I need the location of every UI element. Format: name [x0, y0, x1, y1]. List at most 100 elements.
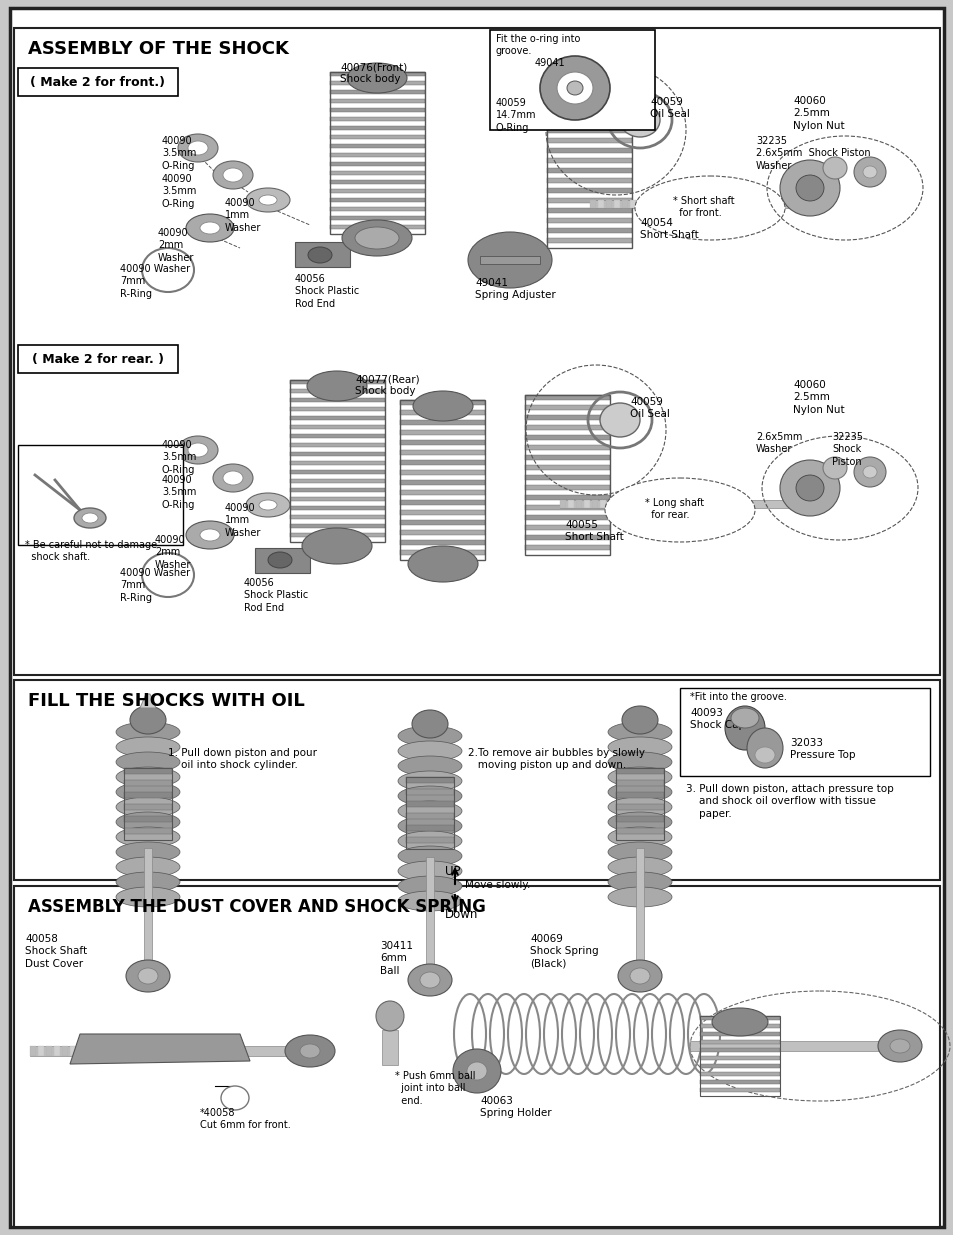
- Polygon shape: [70, 1034, 250, 1065]
- Text: 40063
Spring Holder: 40063 Spring Holder: [479, 1095, 551, 1119]
- Bar: [294, 242, 350, 267]
- Ellipse shape: [397, 726, 461, 746]
- Bar: [30, 1046, 319, 1056]
- Text: 40054
Short Shaft: 40054 Short Shaft: [639, 219, 698, 241]
- Bar: [399, 490, 484, 495]
- Bar: [616, 827, 663, 834]
- Bar: [38, 1046, 44, 1056]
- Text: 32033
Pressure Top: 32033 Pressure Top: [789, 739, 855, 761]
- Text: 40060
2.5mm
Nylon Nut: 40060 2.5mm Nylon Nut: [792, 96, 843, 131]
- Ellipse shape: [397, 816, 461, 836]
- Bar: [290, 389, 385, 393]
- Text: 40056
Shock Plastic
Rod End: 40056 Shock Plastic Rod End: [244, 578, 308, 613]
- Ellipse shape: [397, 831, 461, 851]
- Ellipse shape: [566, 82, 582, 95]
- Bar: [399, 430, 484, 435]
- Bar: [124, 781, 172, 785]
- Text: 40059
Oil Seal: 40059 Oil Seal: [649, 98, 689, 120]
- Bar: [399, 410, 484, 415]
- Bar: [399, 400, 484, 559]
- Bar: [700, 1032, 780, 1036]
- Bar: [700, 1056, 780, 1060]
- Ellipse shape: [302, 529, 372, 564]
- Ellipse shape: [188, 141, 208, 156]
- Bar: [290, 461, 385, 466]
- Ellipse shape: [607, 811, 671, 832]
- Bar: [559, 500, 800, 508]
- Text: 40090 Washer
7mm
R-Ring: 40090 Washer 7mm R-Ring: [120, 264, 190, 299]
- Bar: [46, 1046, 52, 1056]
- Bar: [700, 1065, 780, 1068]
- Bar: [330, 225, 424, 228]
- Ellipse shape: [397, 756, 461, 776]
- Bar: [616, 768, 663, 774]
- Bar: [330, 117, 424, 121]
- Text: ASSEMBLY OF THE SHOCK: ASSEMBLY OF THE SHOCK: [28, 40, 289, 58]
- Bar: [524, 545, 609, 550]
- Text: 40077(Rear)
Shock body: 40077(Rear) Shock body: [355, 374, 419, 396]
- Bar: [589, 200, 596, 207]
- Ellipse shape: [130, 706, 166, 734]
- Ellipse shape: [116, 842, 180, 862]
- Bar: [546, 207, 631, 212]
- Bar: [524, 425, 609, 430]
- Bar: [290, 380, 385, 542]
- Bar: [399, 540, 484, 545]
- Bar: [524, 475, 609, 480]
- Ellipse shape: [397, 785, 461, 806]
- Bar: [124, 792, 172, 798]
- Bar: [381, 1030, 397, 1065]
- Bar: [406, 789, 454, 795]
- Ellipse shape: [397, 802, 461, 821]
- Ellipse shape: [746, 727, 782, 768]
- Bar: [124, 768, 172, 840]
- Text: * Be careful not to damage
  shock shaft.: * Be careful not to damage shock shaft.: [25, 540, 157, 562]
- Bar: [330, 180, 424, 184]
- Bar: [700, 1016, 780, 1020]
- Ellipse shape: [408, 546, 477, 582]
- Ellipse shape: [186, 214, 233, 242]
- Ellipse shape: [200, 529, 220, 541]
- Bar: [18, 445, 183, 545]
- Bar: [290, 443, 385, 447]
- Bar: [406, 825, 454, 831]
- Bar: [583, 500, 589, 508]
- Bar: [30, 1046, 36, 1056]
- Bar: [399, 510, 484, 515]
- Bar: [546, 178, 631, 183]
- Bar: [616, 792, 663, 798]
- Text: 40055
Short Shaft: 40055 Short Shaft: [564, 520, 623, 542]
- Ellipse shape: [307, 370, 367, 401]
- Bar: [524, 445, 609, 450]
- Text: 40090
3.5mm
O-Ring: 40090 3.5mm O-Ring: [162, 136, 196, 170]
- Bar: [623, 500, 629, 508]
- Text: 40069
Shock Spring
(Black): 40069 Shock Spring (Black): [530, 934, 598, 968]
- Bar: [426, 857, 434, 972]
- Text: 40090
2mm
Washer: 40090 2mm Washer: [154, 535, 192, 569]
- Bar: [399, 530, 484, 535]
- Bar: [638, 200, 643, 207]
- Bar: [406, 813, 454, 819]
- Bar: [479, 256, 539, 264]
- Bar: [546, 88, 631, 248]
- Ellipse shape: [468, 232, 552, 288]
- Bar: [546, 238, 631, 243]
- Bar: [629, 200, 636, 207]
- Bar: [290, 408, 385, 411]
- Text: ASSEMBLY THE DUST COVER AND SHOCK SPRING: ASSEMBLY THE DUST COVER AND SHOCK SPRING: [28, 898, 485, 916]
- Bar: [546, 119, 631, 124]
- Ellipse shape: [116, 811, 180, 832]
- Ellipse shape: [178, 436, 218, 464]
- Ellipse shape: [268, 552, 292, 568]
- Ellipse shape: [397, 846, 461, 866]
- Ellipse shape: [557, 72, 593, 104]
- Text: 40090
3.5mm
O-Ring: 40090 3.5mm O-Ring: [162, 475, 196, 510]
- Ellipse shape: [619, 103, 659, 137]
- Bar: [14, 28, 939, 676]
- Bar: [290, 524, 385, 529]
- Bar: [399, 520, 484, 525]
- Ellipse shape: [795, 475, 823, 501]
- Ellipse shape: [188, 443, 208, 457]
- Bar: [330, 170, 424, 175]
- Text: * Short shaft
  for front.: * Short shaft for front.: [672, 196, 734, 219]
